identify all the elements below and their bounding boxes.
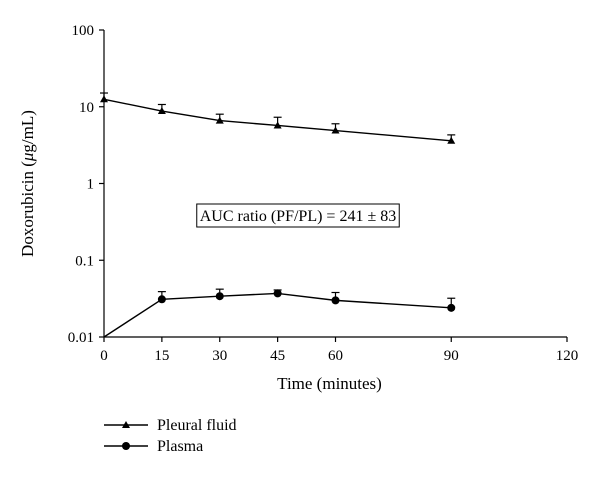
data-point: [215, 116, 224, 124]
annotation-box: AUC ratio (PF/PL) = 241 ± 83: [196, 203, 400, 228]
legend-item: Plasma: [104, 438, 203, 455]
series-line: [103, 98, 452, 142]
circle-marker-icon: [122, 442, 130, 450]
legend-label: Plasma: [157, 438, 203, 455]
axes: [103, 30, 567, 338]
data-point: [100, 95, 108, 103]
data-point: [331, 126, 340, 134]
y-axis-title: Doxorubicin (μg/mL): [18, 110, 37, 257]
legend: Pleural fluid Plasma: [104, 417, 237, 455]
data-point: [273, 121, 282, 129]
triangle-marker-icon: [122, 421, 130, 428]
x-tick-label: 15: [154, 348, 169, 364]
y-tick-label: 100: [72, 23, 95, 39]
series-pleural-fluid: [100, 92, 456, 144]
series-layer: [100, 92, 456, 338]
annotation-frame: [196, 203, 400, 228]
annotation-text: AUC ratio (PF/PL) = 241 ± 83: [200, 208, 396, 225]
series-plasma: [103, 288, 456, 338]
y-tick-label: 0.1: [75, 253, 94, 269]
y-axis-title-unit: g/mL): [18, 110, 37, 153]
data-point: [331, 296, 340, 305]
y-axis-title-prefix: Doxorubicin (: [18, 161, 37, 257]
y-tick-label: 1: [87, 177, 95, 193]
y-axis-title-mu: μ: [18, 153, 37, 163]
x-axis-title: Time (minutes): [277, 374, 382, 393]
x-tick-label: 0: [100, 348, 108, 364]
data-point: [447, 303, 456, 312]
data-point: [157, 295, 166, 304]
legend-label: Pleural fluid: [157, 417, 237, 434]
x-tick-label: 90: [444, 348, 459, 364]
data-point: [273, 289, 282, 298]
y-ticks: 0.01 0.1 1 10 100: [68, 23, 104, 346]
y-tick-label: 10: [79, 100, 94, 116]
x-ticks: 0 15 30 45 60 90 120: [100, 337, 578, 364]
y-tick-label: 0.01: [68, 330, 94, 346]
legend-item: Pleural fluid: [104, 417, 237, 434]
x-tick-label: 120: [556, 348, 579, 364]
x-tick-label: 60: [328, 348, 343, 364]
x-tick-label: 45: [270, 348, 285, 364]
data-point: [447, 136, 456, 144]
data-point: [157, 107, 166, 115]
x-tick-label: 30: [212, 348, 227, 364]
data-point: [215, 292, 224, 301]
series-line: [103, 292, 452, 338]
